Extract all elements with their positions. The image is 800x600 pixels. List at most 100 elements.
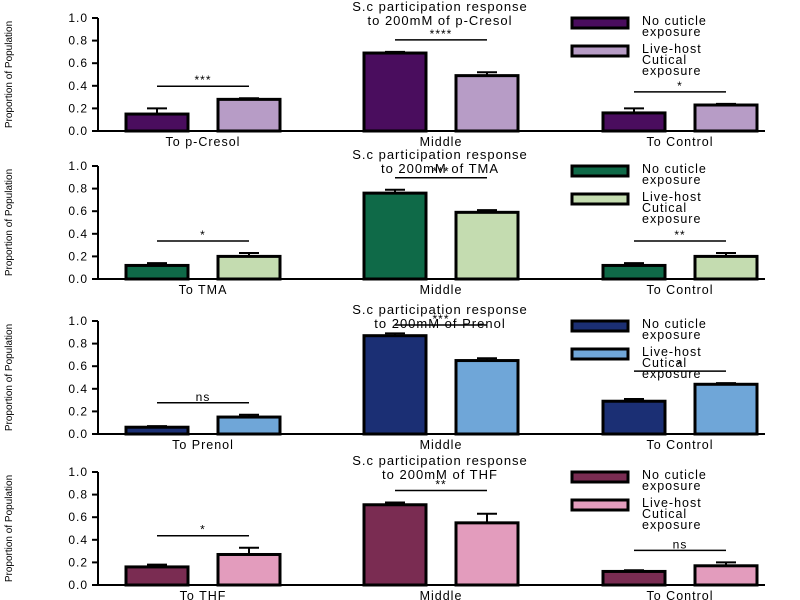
bar [693, 564, 759, 587]
legend-label: Cutical [642, 201, 687, 215]
legend-label: exposure [642, 518, 701, 532]
bar [124, 565, 190, 587]
legend-swatch [570, 470, 630, 484]
chart-subtitle: to 200mM of p-Cresol [368, 13, 513, 28]
y-axis-label: Proportion of Population [4, 169, 15, 276]
x-tick-label: To Prenol [172, 438, 234, 452]
bar [601, 569, 667, 587]
y-tick-label: 0.8 [68, 182, 88, 196]
x-tick-label: Middle [420, 135, 463, 149]
bar [601, 399, 667, 436]
bar [693, 103, 759, 133]
bar [362, 51, 428, 133]
chart-subtitle: to 200mM of TMA [381, 161, 499, 176]
significance-label: * [200, 228, 206, 242]
significance-label: * [677, 358, 683, 372]
legend-label: exposure [642, 64, 701, 78]
chart-title: S.c participation response [352, 0, 528, 14]
bar [216, 552, 282, 587]
y-tick-label: 0.8 [68, 34, 88, 48]
bar [601, 111, 667, 133]
legend-label: Live-host [642, 190, 702, 204]
y-tick-label: 0.6 [68, 359, 88, 373]
x-tick-label: Middle [420, 283, 463, 297]
x-tick-label: To THF [180, 589, 227, 600]
y-tick-label: 0.6 [68, 510, 88, 524]
bar [693, 382, 759, 436]
y-tick-label: 0.6 [68, 204, 88, 218]
legend-label: No cuticle [642, 468, 707, 482]
y-tick-label: 0.0 [68, 427, 88, 441]
legend-label: No cuticle [642, 162, 707, 176]
y-tick-label: 0.2 [68, 101, 88, 115]
legend-label: Cutical [642, 507, 687, 521]
legend-label: exposure [642, 328, 701, 342]
x-tick-label: To Control [647, 438, 714, 452]
significance-label: ** [674, 228, 685, 242]
legend-label: Live-host [642, 496, 702, 510]
legend-label: exposure [642, 479, 701, 493]
y-tick-label: 1.0 [68, 11, 88, 25]
chart-title: S.c participation response [352, 147, 528, 162]
y-tick-label: 1.0 [68, 314, 88, 328]
significance-label: ns [196, 390, 211, 404]
significance-label: *** [432, 165, 449, 179]
y-tick-label: 1.0 [68, 465, 88, 479]
legend-label: exposure [642, 212, 701, 226]
chart-title: S.c participation response [352, 453, 528, 468]
bar [124, 263, 190, 281]
legend-swatch [570, 192, 630, 206]
bar [216, 254, 282, 281]
y-tick-label: 0.0 [68, 272, 88, 286]
significance-label: **** [430, 27, 453, 41]
bar [454, 210, 520, 281]
bar [124, 112, 190, 133]
bar [454, 521, 520, 587]
bar [454, 74, 520, 133]
legend-label: Cutical [642, 356, 687, 370]
y-axis-label: Proportion of Population [4, 475, 15, 582]
y-tick-label: 0.2 [68, 404, 88, 418]
y-tick-label: 0.4 [68, 227, 88, 241]
chart-subtitle: to 200mM of THF [382, 467, 498, 482]
bar [454, 359, 520, 436]
bar [216, 415, 282, 436]
y-tick-label: 0.4 [68, 79, 88, 93]
x-tick-label: To Control [647, 283, 714, 297]
x-tick-label: Middle [420, 589, 463, 600]
legend-swatch [570, 164, 630, 178]
y-tick-label: 0.2 [68, 555, 88, 569]
legend-swatch [570, 347, 630, 361]
y-tick-label: 0.4 [68, 533, 88, 547]
y-tick-label: 0.4 [68, 382, 88, 396]
legend-label: Live-host [642, 42, 702, 56]
significance-label: ns [673, 537, 688, 551]
chart-title: S.c participation response [352, 302, 528, 317]
y-tick-label: 0.0 [68, 578, 88, 592]
x-tick-label: Middle [420, 438, 463, 452]
legend-swatch [570, 16, 630, 30]
y-tick-label: 0.8 [68, 337, 88, 351]
significance-label: * [677, 79, 683, 93]
legend-swatch [570, 44, 630, 58]
legend-label: exposure [642, 25, 701, 39]
x-tick-label: To p-Cresol [166, 135, 241, 149]
significance-label: *** [432, 312, 449, 326]
bar [693, 254, 759, 281]
bar [362, 503, 428, 587]
bar [601, 263, 667, 281]
y-tick-label: 0.8 [68, 488, 88, 502]
x-tick-label: To Control [647, 589, 714, 600]
bar [124, 425, 190, 436]
x-tick-label: To Control [647, 135, 714, 149]
y-tick-label: 0.6 [68, 56, 88, 70]
y-axis-label: Proportion of Population [4, 324, 15, 431]
significance-label: ** [435, 478, 446, 492]
bar [216, 97, 282, 133]
legend-label: No cuticle [642, 14, 707, 28]
